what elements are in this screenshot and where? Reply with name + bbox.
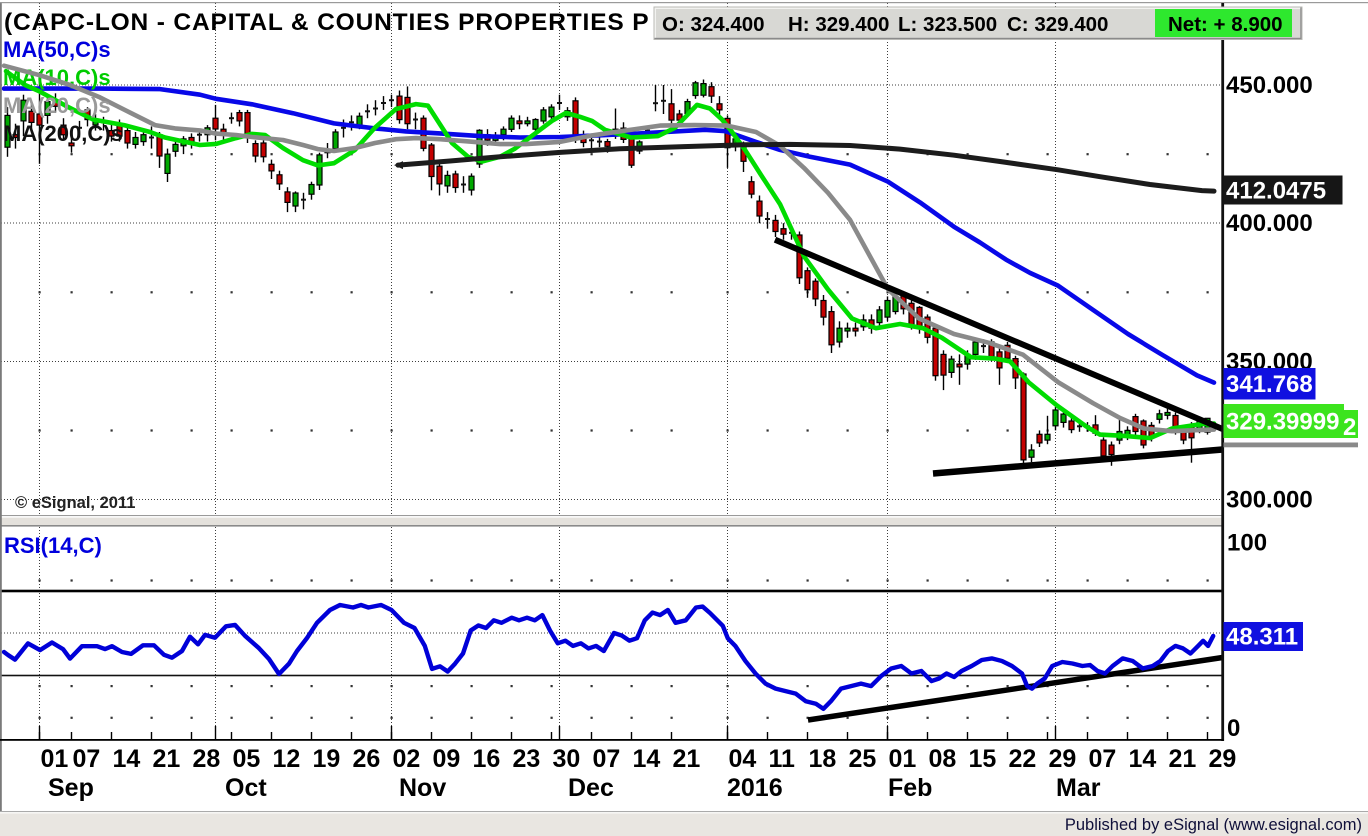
svg-text:L: 323.500: L: 323.500: [898, 13, 997, 36]
svg-text:16: 16: [473, 745, 501, 773]
svg-text:300.000: 300.000: [1226, 487, 1313, 514]
svg-text:48.311: 48.311: [1226, 624, 1298, 651]
svg-text:14: 14: [113, 745, 141, 773]
svg-text:Net: + 8.900: Net: + 8.900: [1168, 13, 1283, 36]
svg-text:MA(50,C)s: MA(50,C)s: [3, 37, 111, 62]
svg-text:MA(200,C)s: MA(200,C)s: [3, 121, 123, 146]
svg-text:Oct: Oct: [225, 774, 267, 802]
svg-text:2016: 2016: [727, 774, 783, 802]
svg-text:Mar: Mar: [1056, 774, 1101, 802]
svg-text:400.000: 400.000: [1226, 210, 1313, 237]
svg-text:07: 07: [73, 745, 101, 773]
svg-text:08: 08: [929, 745, 957, 773]
svg-text:MA(20,C)s: MA(20,C)s: [3, 93, 111, 118]
svg-text:C: 329.400: C: 329.400: [1007, 13, 1108, 36]
svg-text:28: 28: [193, 745, 221, 773]
svg-text:11: 11: [769, 745, 796, 773]
svg-text:2: 2: [1343, 414, 1356, 441]
svg-text:05: 05: [233, 745, 261, 773]
svg-text:Feb: Feb: [888, 774, 932, 802]
svg-text:Nov: Nov: [399, 774, 446, 802]
svg-text:18: 18: [809, 745, 837, 773]
svg-text:14: 14: [633, 745, 661, 773]
svg-text:(CAPC-LON - CAPITAL & COUNTIES: (CAPC-LON - CAPITAL & COUNTIES PROPERTIE…: [4, 9, 649, 36]
svg-text:21: 21: [1169, 745, 1197, 773]
svg-text:329.39999: 329.39999: [1226, 409, 1339, 436]
svg-text:100: 100: [1227, 530, 1267, 557]
svg-text:26: 26: [353, 745, 381, 773]
svg-text:01: 01: [41, 745, 69, 773]
svg-text:21: 21: [153, 745, 181, 773]
svg-text:23: 23: [513, 745, 541, 773]
svg-text:RSI(14,C): RSI(14,C): [4, 533, 102, 558]
svg-text:02: 02: [393, 745, 421, 773]
svg-text:412.0475: 412.0475: [1226, 178, 1326, 205]
svg-text:12: 12: [273, 745, 301, 773]
svg-text:09: 09: [433, 745, 461, 773]
svg-text:14: 14: [1129, 745, 1157, 773]
svg-text:07: 07: [1089, 745, 1117, 773]
svg-text:29: 29: [1049, 745, 1077, 773]
svg-text:O: 324.400: O: 324.400: [662, 13, 765, 36]
svg-text:29: 29: [1209, 745, 1237, 773]
svg-text:H: 329.400: H: 329.400: [788, 13, 889, 36]
svg-text:25: 25: [849, 745, 877, 773]
svg-text:22: 22: [1009, 745, 1037, 773]
svg-text:0: 0: [1227, 715, 1240, 742]
svg-text:Dec: Dec: [568, 774, 614, 802]
svg-text:21: 21: [673, 745, 701, 773]
svg-text:450.000: 450.000: [1226, 72, 1313, 99]
svg-text:15: 15: [969, 745, 997, 773]
svg-text:Published by eSignal (www.esig: Published by eSignal (www.esignal.com): [1065, 816, 1362, 834]
svg-text:01: 01: [889, 745, 917, 773]
svg-text:Sep: Sep: [48, 774, 94, 802]
svg-text:07: 07: [593, 745, 621, 773]
svg-text:341.768: 341.768: [1226, 371, 1313, 398]
svg-text:30: 30: [553, 745, 581, 773]
svg-text:04: 04: [729, 745, 757, 773]
svg-text:19: 19: [313, 745, 341, 773]
svg-text:© eSignal, 2011: © eSignal, 2011: [15, 494, 135, 512]
